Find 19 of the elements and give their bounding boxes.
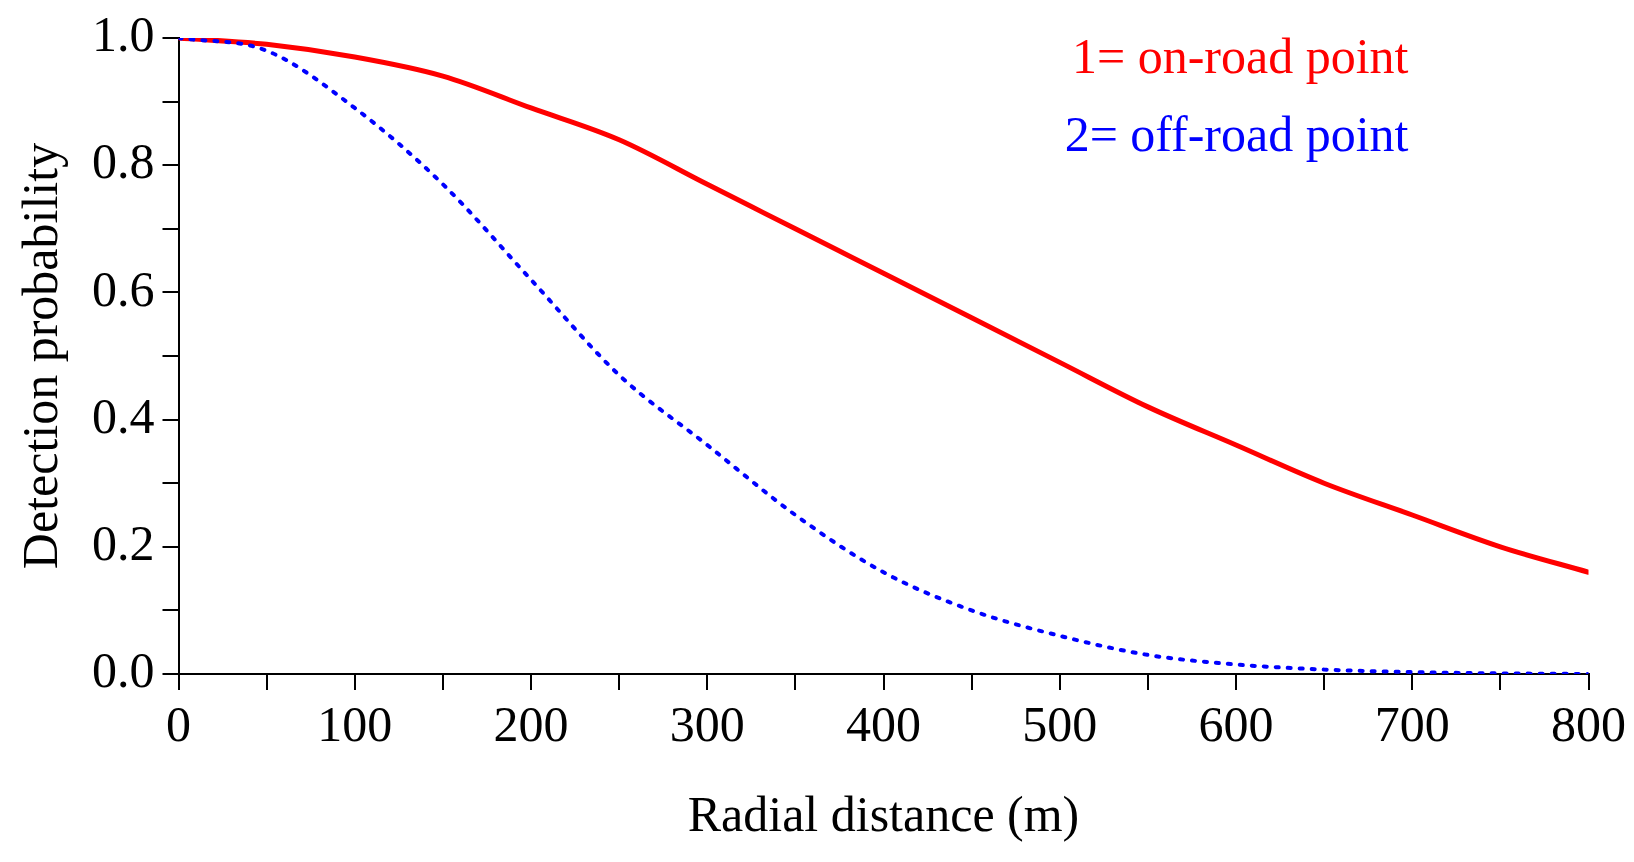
text: 1= on-road point	[1072, 28, 1409, 85]
y-tick-label: 0.6	[92, 260, 155, 317]
y-tick-label: 0.0	[92, 642, 155, 699]
x-tick-label: 400	[846, 696, 921, 753]
x-tick-label: 500	[1022, 696, 1098, 753]
x-tick-label: 800	[1551, 696, 1626, 753]
y-axis-title: Detection probability	[12, 142, 69, 570]
y-tick-label: 0.4	[92, 387, 155, 444]
x-tick-label: 200	[493, 696, 569, 753]
x-tick-label: 300	[669, 696, 745, 753]
text: 2= off-road point	[1064, 106, 1409, 163]
y-tick-label: 0.8	[92, 133, 155, 190]
x-tick-label: 0	[166, 696, 191, 753]
x-tick-label: 600	[1198, 696, 1274, 753]
x-tick-label: 100	[317, 696, 393, 753]
x-axis-title: Radial distance (m)	[687, 786, 1080, 843]
x-tick-label: 700	[1374, 696, 1450, 753]
y-tick-label: 0.2	[92, 514, 155, 571]
y-tick-label: 1.0	[92, 6, 155, 63]
